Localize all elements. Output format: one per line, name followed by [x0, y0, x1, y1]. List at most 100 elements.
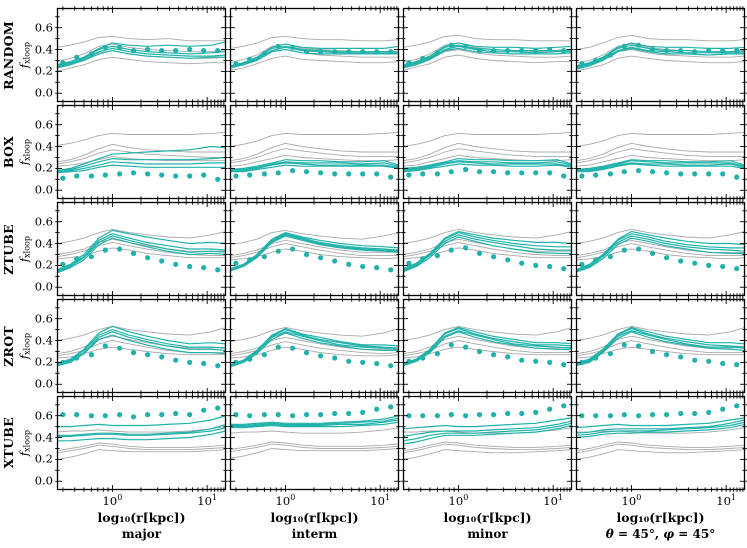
- data-dot: [706, 409, 712, 415]
- teal-lines: [576, 326, 745, 367]
- data-dot: [360, 171, 366, 177]
- panel-xtube-major: [55, 394, 228, 492]
- data-dot: [519, 170, 525, 176]
- gray-line: [403, 131, 572, 147]
- y-tick-label: 0.6: [34, 214, 53, 229]
- data-dot: [346, 49, 352, 55]
- data-dot: [505, 410, 511, 417]
- y-tick-label: 0.2: [34, 451, 53, 466]
- data-dot: [593, 57, 599, 64]
- data-dot: [318, 49, 324, 55]
- panel-plot: [574, 200, 747, 298]
- data-dot: [275, 248, 281, 254]
- data-dot: [678, 410, 684, 417]
- data-dot: [187, 359, 193, 365]
- data-dot: [74, 54, 80, 60]
- gray-line: [57, 346, 226, 359]
- data-dot: [201, 265, 207, 271]
- data-dot: [201, 48, 207, 54]
- data-dot: [233, 412, 239, 418]
- axes-frame: [402, 104, 573, 200]
- data-dot: [579, 359, 585, 365]
- data-dot: [215, 176, 221, 182]
- data-dot: [463, 43, 469, 49]
- teal-line: [576, 233, 745, 272]
- teal-lines: [576, 417, 745, 439]
- gray-line: [403, 441, 572, 452]
- gray-line: [230, 239, 399, 257]
- data-dot: [88, 352, 94, 358]
- axes-frame: [229, 104, 400, 200]
- x-axis-label: log₁₀(r[kpc]): [270, 510, 359, 525]
- row-label-box: BOX: [1, 135, 16, 169]
- teal-line: [230, 46, 399, 68]
- teal-line: [230, 327, 399, 366]
- axes-frame: [229, 395, 400, 491]
- dot-series: [579, 342, 740, 368]
- teal-line: [57, 235, 226, 273]
- data-dot: [303, 350, 310, 356]
- panel-plot: [574, 6, 747, 104]
- data-dot: [593, 172, 599, 178]
- teal-line: [230, 331, 399, 367]
- gray-line: [403, 449, 572, 460]
- y-tick-label: 0.2: [34, 257, 53, 272]
- y-tick-label: 0.0: [34, 182, 53, 197]
- data-dot: [374, 265, 380, 271]
- dot-series: [233, 246, 394, 273]
- data-dot: [346, 358, 352, 364]
- data-dot: [476, 412, 483, 418]
- data-dot: [664, 170, 670, 176]
- teal-line: [57, 430, 226, 442]
- teal-line: [403, 326, 572, 365]
- panel-plot: [55, 394, 228, 492]
- teal-line: [230, 235, 399, 272]
- data-dot: [491, 48, 497, 54]
- teal-lines: [57, 145, 226, 174]
- data-dot: [636, 168, 642, 174]
- gray-line: [403, 54, 572, 71]
- data-dot: [159, 48, 165, 54]
- panel-box-theta-45-phi-45: [574, 103, 747, 201]
- data-dot: [406, 260, 412, 266]
- x-tick-label: 100: [102, 493, 123, 508]
- data-dot: [145, 46, 151, 53]
- axes-frame: [229, 298, 400, 394]
- y-axis-label: fxloop: [16, 429, 32, 457]
- teal-line: [576, 331, 745, 367]
- teal-line: [403, 161, 572, 172]
- data-dot: [303, 169, 310, 175]
- gray-line: [57, 43, 226, 63]
- data-dot: [547, 406, 553, 412]
- y-axis-label: fxloop: [16, 41, 32, 69]
- teal-line: [403, 44, 572, 67]
- teal-line: [57, 156, 226, 172]
- data-dot: [290, 345, 296, 351]
- data-dot: [130, 170, 137, 176]
- gray-line: [403, 148, 572, 164]
- x-axis-label: log₁₀(r[kpc]): [97, 510, 186, 525]
- gray-line: [57, 131, 226, 146]
- gray-line: [57, 149, 226, 165]
- data-dot: [332, 410, 338, 417]
- teal-line: [230, 234, 399, 272]
- gray-line: [576, 228, 745, 244]
- teal-line: [230, 45, 399, 68]
- panel-random-major: [55, 6, 228, 104]
- gray-lines: [57, 426, 226, 460]
- data-dot: [159, 258, 165, 264]
- dot-series: [579, 168, 740, 180]
- panel-plot: [401, 200, 574, 298]
- data-dot: [706, 171, 712, 177]
- panel-plot: [574, 103, 747, 201]
- gray-line: [57, 325, 226, 341]
- data-dot: [74, 256, 80, 262]
- teal-line: [57, 41, 226, 66]
- data-dot: [561, 266, 567, 272]
- data-dot: [607, 52, 613, 58]
- gray-lines: [403, 131, 572, 167]
- data-dot: [720, 360, 726, 367]
- gray-line: [403, 325, 572, 341]
- data-dot: [434, 413, 440, 419]
- teal-lines: [57, 325, 226, 367]
